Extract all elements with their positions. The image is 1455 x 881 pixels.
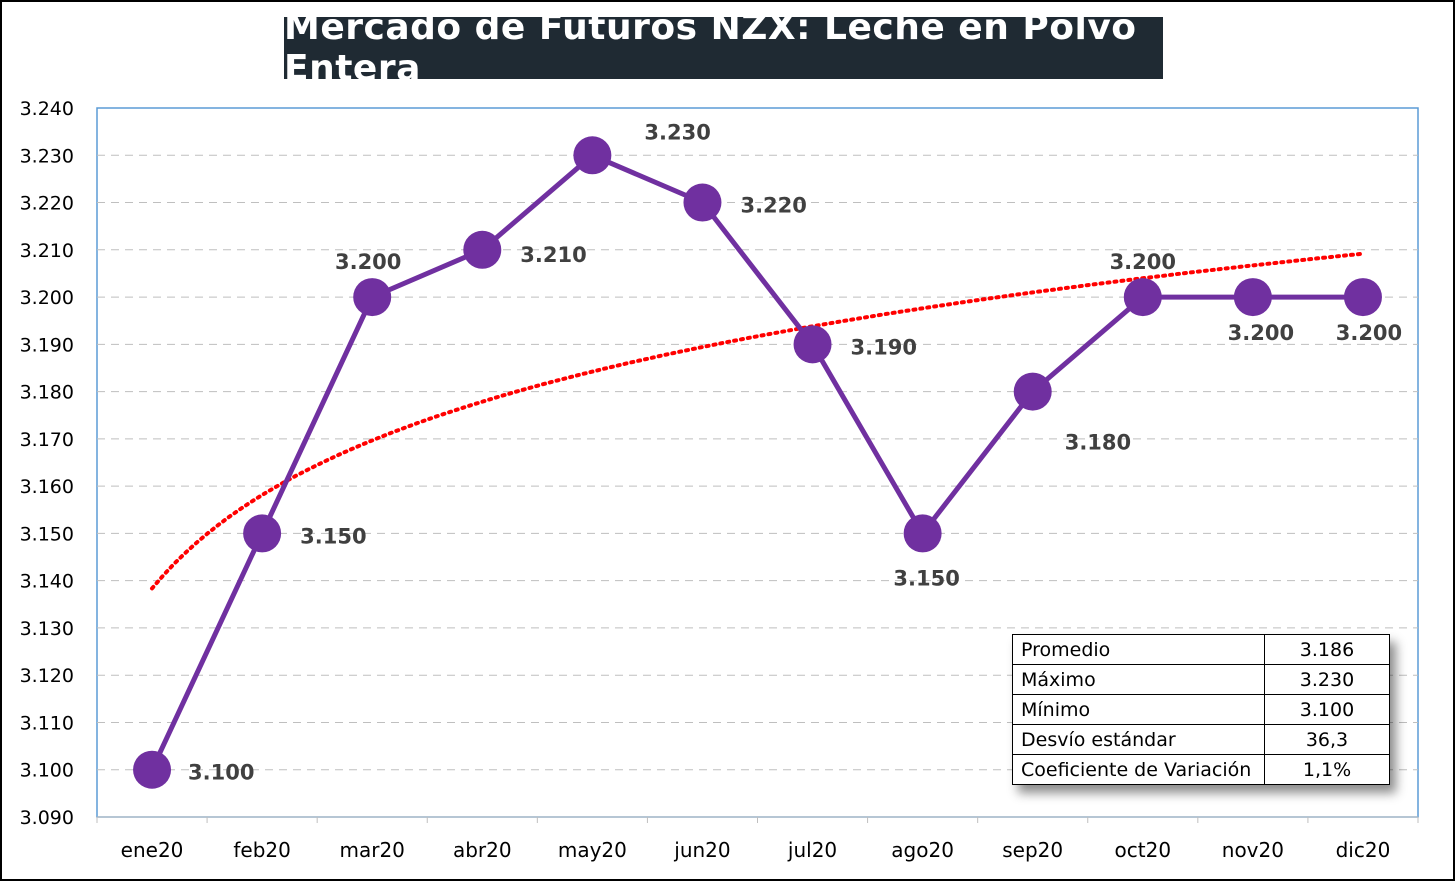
data-label: 3.230 [644,120,710,144]
data-label: 3.190 [851,335,917,359]
y-tick-label: 3.090 [20,807,74,829]
trendline [150,251,1365,591]
stats-value: 3.100 [1264,694,1390,725]
data-point [353,278,392,317]
y-tick-label: 3.140 [20,571,74,593]
data-point [793,325,832,364]
data-label: 3.150 [300,524,366,548]
x-tick-label: ago20 [891,838,954,862]
data-point [573,136,612,175]
data-point [1233,278,1272,317]
stats-label: Máximo [1012,664,1265,695]
data-point [1013,372,1052,411]
chart-title: Mercado de Futuros NZX: Leche en Polvo E… [284,7,1137,89]
stats-table: Promedio 3.186 Máximo 3.230 Mínimo 3.100 De… [1012,634,1390,785]
stats-value: 36,3 [1264,724,1390,755]
y-tick-label: 3.190 [20,334,74,356]
data-point [463,230,502,269]
data-label: 3.210 [520,243,586,267]
data-point [903,514,942,553]
y-tick-label: 3.240 [20,98,74,120]
stats-row: Promedio 3.186 [1012,634,1390,665]
x-tick-label: dic20 [1336,838,1391,862]
stats-row: Máximo 3.230 [1012,664,1390,695]
x-tick-label: sep20 [1002,838,1063,862]
y-tick-label: 3.230 [20,145,74,167]
data-label: 3.180 [1065,431,1131,455]
data-label: 3.220 [740,194,806,218]
y-tick-label: 3.150 [20,523,74,545]
data-label: 3.200 [335,250,401,274]
y-tick-label: 3.220 [20,193,74,215]
data-point [133,750,172,789]
chart-title-box: Mercado de Futuros NZX: Leche en Polvo E… [284,7,1163,89]
stats-value: 1,1% [1264,754,1390,785]
stats-label: Promedio [1012,634,1265,665]
stats-label: Desvío estándar [1012,724,1265,755]
data-label: 3.200 [1336,321,1402,345]
x-tick-label: jun20 [673,838,730,862]
stats-row: Coeficiente de Variación 1,1% [1012,754,1390,785]
stats-row: Mínimo 3.100 [1012,694,1390,725]
data-point [683,183,722,222]
x-tick-label: mar20 [339,838,404,862]
data-point [1123,278,1162,317]
data-point [243,514,282,553]
y-tick-label: 3.120 [20,665,74,687]
x-tick-label: jul20 [787,838,837,862]
y-tick-label: 3.130 [20,618,74,640]
y-tick-label: 3.200 [20,287,74,309]
data-label: 3.100 [188,761,254,785]
x-tick-label: oct20 [1115,838,1172,862]
stats-value: 3.186 [1264,634,1390,665]
x-tick-label: nov20 [1222,838,1284,862]
x-tick-label: abr20 [453,838,512,862]
stats-row: Desvío estándar 36,3 [1012,724,1390,755]
x-tick-label: feb20 [233,838,291,862]
data-label: 3.200 [1228,321,1294,345]
stats-label: Mínimo [1012,694,1265,725]
x-tick-label: ene20 [121,838,184,862]
y-tick-label: 3.160 [20,476,74,498]
y-tick-label: 3.110 [20,712,74,734]
data-point [1343,278,1382,317]
y-tick-label: 3.180 [20,382,74,404]
stats-value: 3.230 [1264,664,1390,695]
x-tick-label: may20 [558,838,627,862]
y-tick-label: 3.100 [20,760,74,782]
data-label: 3.200 [1110,250,1176,274]
y-tick-label: 3.210 [20,240,74,262]
stats-label: Coeficiente de Variación [1012,754,1265,785]
y-tick-label: 3.170 [20,429,74,451]
data-label: 3.150 [893,566,959,590]
